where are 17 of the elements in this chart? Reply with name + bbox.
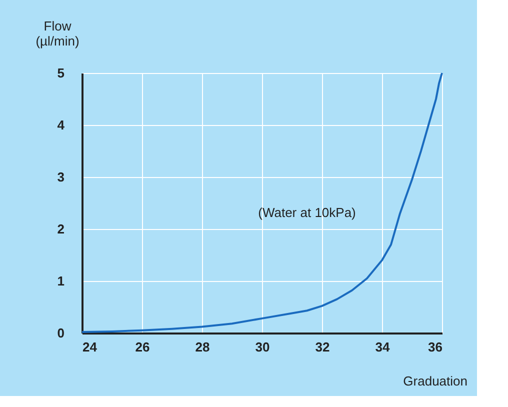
y-tick-label: 0 bbox=[57, 326, 64, 340]
x-tick-label: 30 bbox=[255, 340, 270, 354]
x-tick-label: 26 bbox=[135, 340, 150, 354]
x-tick-label: 34 bbox=[375, 340, 390, 354]
line-series bbox=[81, 72, 443, 333]
annotation: (Water at 10kPa) bbox=[258, 205, 356, 220]
x-tick-label: 36 bbox=[428, 340, 442, 354]
y-tick-label: 1 bbox=[57, 274, 64, 288]
y-tick-label: 4 bbox=[57, 118, 66, 132]
y-tick-label: 2 bbox=[57, 222, 64, 236]
x-tick-label: 28 bbox=[195, 340, 210, 354]
y-tick-label: 3 bbox=[57, 170, 64, 184]
y-axis-title: Flow (µl/min) bbox=[36, 18, 80, 48]
x-tick-label: 24 bbox=[82, 340, 98, 354]
x-axis-title: Graduation bbox=[403, 374, 468, 388]
y-tick-label: 5 bbox=[57, 66, 64, 80]
x-tick-label: 32 bbox=[315, 340, 330, 354]
